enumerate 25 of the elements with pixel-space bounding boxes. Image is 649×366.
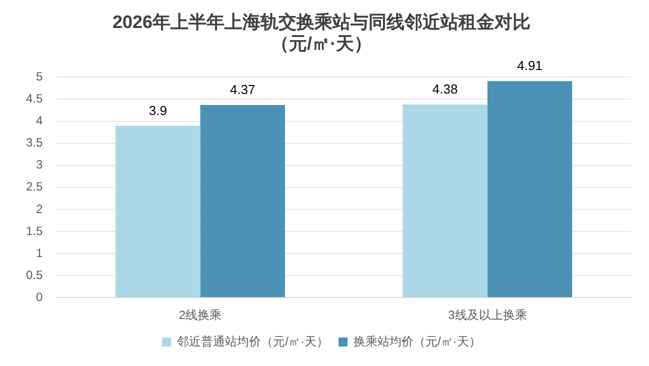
y-tick-label: 5 [36,70,43,84]
y-tick-label: 1.5 [26,224,43,238]
y-tick-label: 2 [36,202,43,216]
y-tick-label: 3 [36,158,43,172]
bar [487,81,572,298]
legend-label: 邻近普通站均价（元/㎡·天） [177,334,329,348]
chart-title: 2026年上半年上海轨交换乘站与同线邻近站租金对比 [112,12,531,32]
y-tick-label: 2.5 [26,180,43,194]
y-tick-label: 3.5 [26,136,43,150]
data-label: 4.37 [230,82,256,98]
bar [200,104,285,298]
bar [116,126,200,298]
y-tick-label: 4 [36,114,43,128]
legend-label: 换乘站均价（元/㎡·天） [354,334,481,348]
data-label: 4.91 [517,58,542,74]
x-tick-label: 2线换乘 [178,308,222,322]
data-label: 3.9 [148,102,167,118]
data-label: 4.38 [432,82,458,97]
bar [402,104,488,298]
x-tick-label: 3线及以上换乘 [448,308,527,322]
y-tick-label: 4.5 [26,92,43,106]
y-tick-label: 1 [36,246,43,260]
y-tick-label: 0.5 [26,268,43,282]
chart-subtitle: （元/㎡·天） [271,33,372,54]
y-tick-label: 0 [36,290,43,304]
